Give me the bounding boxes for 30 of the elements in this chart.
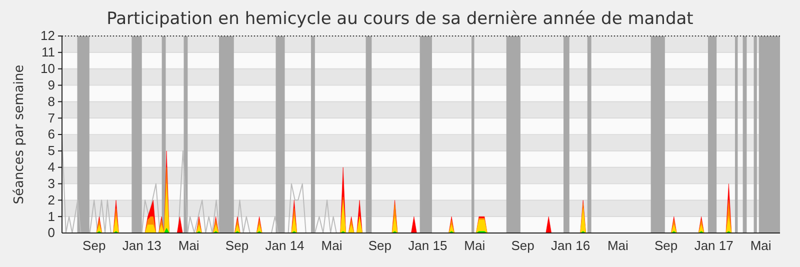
x-tick-label: Jan 17	[694, 238, 734, 254]
chart-title: Participation en hemicycle au cours de sa dernière année de mandat	[106, 9, 694, 29]
x-tick-label: Sep	[511, 238, 534, 254]
y-axis-title: Séances par semaine	[12, 64, 27, 204]
y-tick-label: 10	[40, 60, 55, 76]
x-tick-label: Mai	[464, 238, 486, 254]
y-tick-label: 1	[48, 208, 55, 224]
x-tick-label: Sep	[654, 238, 678, 254]
x-tick-label: Jan 15	[408, 238, 448, 254]
y-tick-label: 11	[42, 44, 55, 60]
y-tick-label: 6	[48, 126, 55, 142]
x-tick-label: Jan 13	[122, 238, 162, 254]
x-tick-label: Sep	[368, 238, 392, 254]
x-tick-label: Jan 14	[265, 238, 304, 254]
y-tick-label: 4	[48, 159, 55, 174]
x-tick-label: Mai	[178, 238, 200, 254]
x-tick-label: Sep	[225, 238, 249, 254]
y-tick-label: 12	[40, 28, 55, 44]
x-tick-label: Sep	[82, 238, 106, 254]
y-tick-label: 2	[48, 192, 55, 208]
x-tick-label: Jan 16	[551, 238, 590, 254]
y-tick-label: 9	[48, 77, 55, 92]
y-tick-label: 8	[48, 94, 55, 109]
x-tick-label: Mai	[750, 238, 772, 254]
y-tick-label: 3	[48, 176, 55, 191]
x-tick-label: Mai	[321, 238, 342, 254]
y-tick-label: 5	[48, 143, 55, 158]
x-tick-label: Mai	[607, 238, 629, 254]
y-tick-label: 7	[48, 110, 55, 126]
y-tick-label: 0	[48, 225, 55, 240]
